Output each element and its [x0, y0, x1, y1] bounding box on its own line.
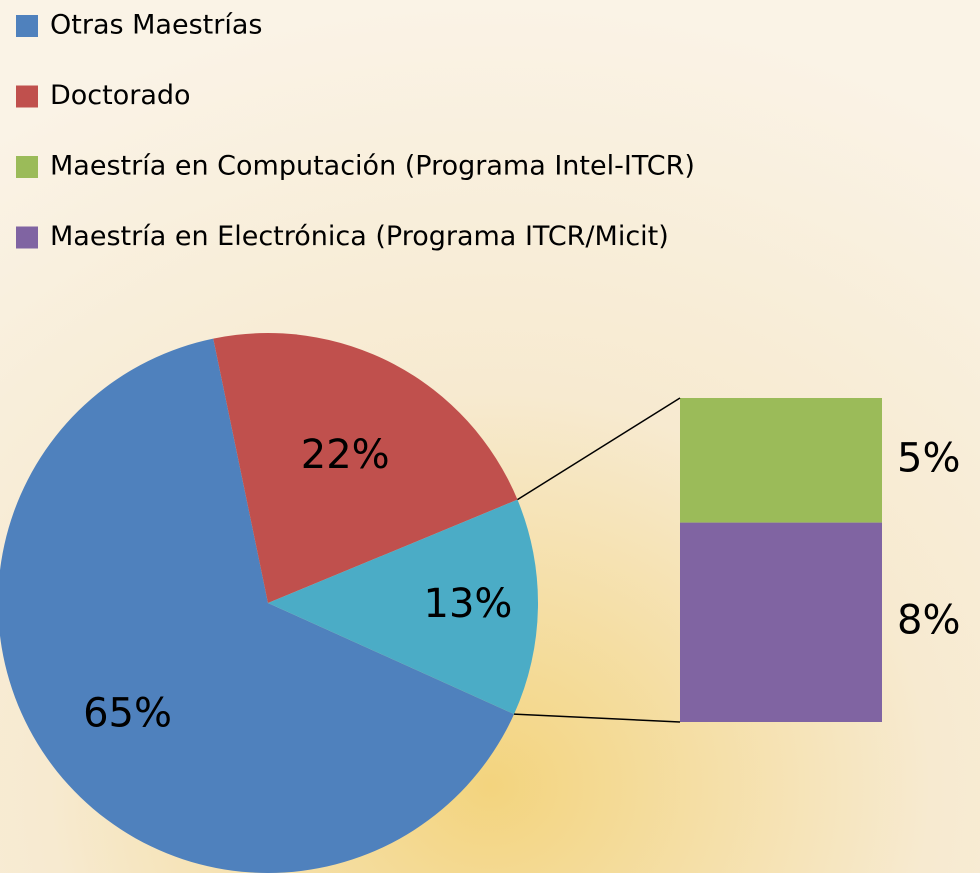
bar-segment: [680, 398, 882, 523]
data-label: 8%: [897, 597, 960, 643]
pie-slice: [268, 499, 538, 715]
legend-label: Otras Maestrías: [50, 10, 262, 41]
pie-slice: [0, 338, 515, 873]
legend-swatch: [16, 15, 38, 37]
data-label: 5%: [897, 435, 960, 481]
legend-label: Maestría en Computación (Programa Intel-…: [50, 151, 695, 182]
connector: [514, 713, 681, 723]
legend-label: Maestría en Electrónica (Programa ITCR/M…: [50, 221, 669, 252]
legend-swatch: [16, 85, 38, 108]
legend-label: Doctorado: [50, 80, 191, 111]
data-label: 13%: [424, 581, 513, 627]
data-label: 65%: [83, 691, 172, 737]
legend-swatch: [16, 226, 38, 249]
legend-swatch: [16, 156, 38, 178]
bar-segment: [680, 522, 882, 722]
connector: [517, 397, 681, 501]
data-label: 22%: [301, 432, 390, 478]
pie-slice: [213, 332, 518, 603]
